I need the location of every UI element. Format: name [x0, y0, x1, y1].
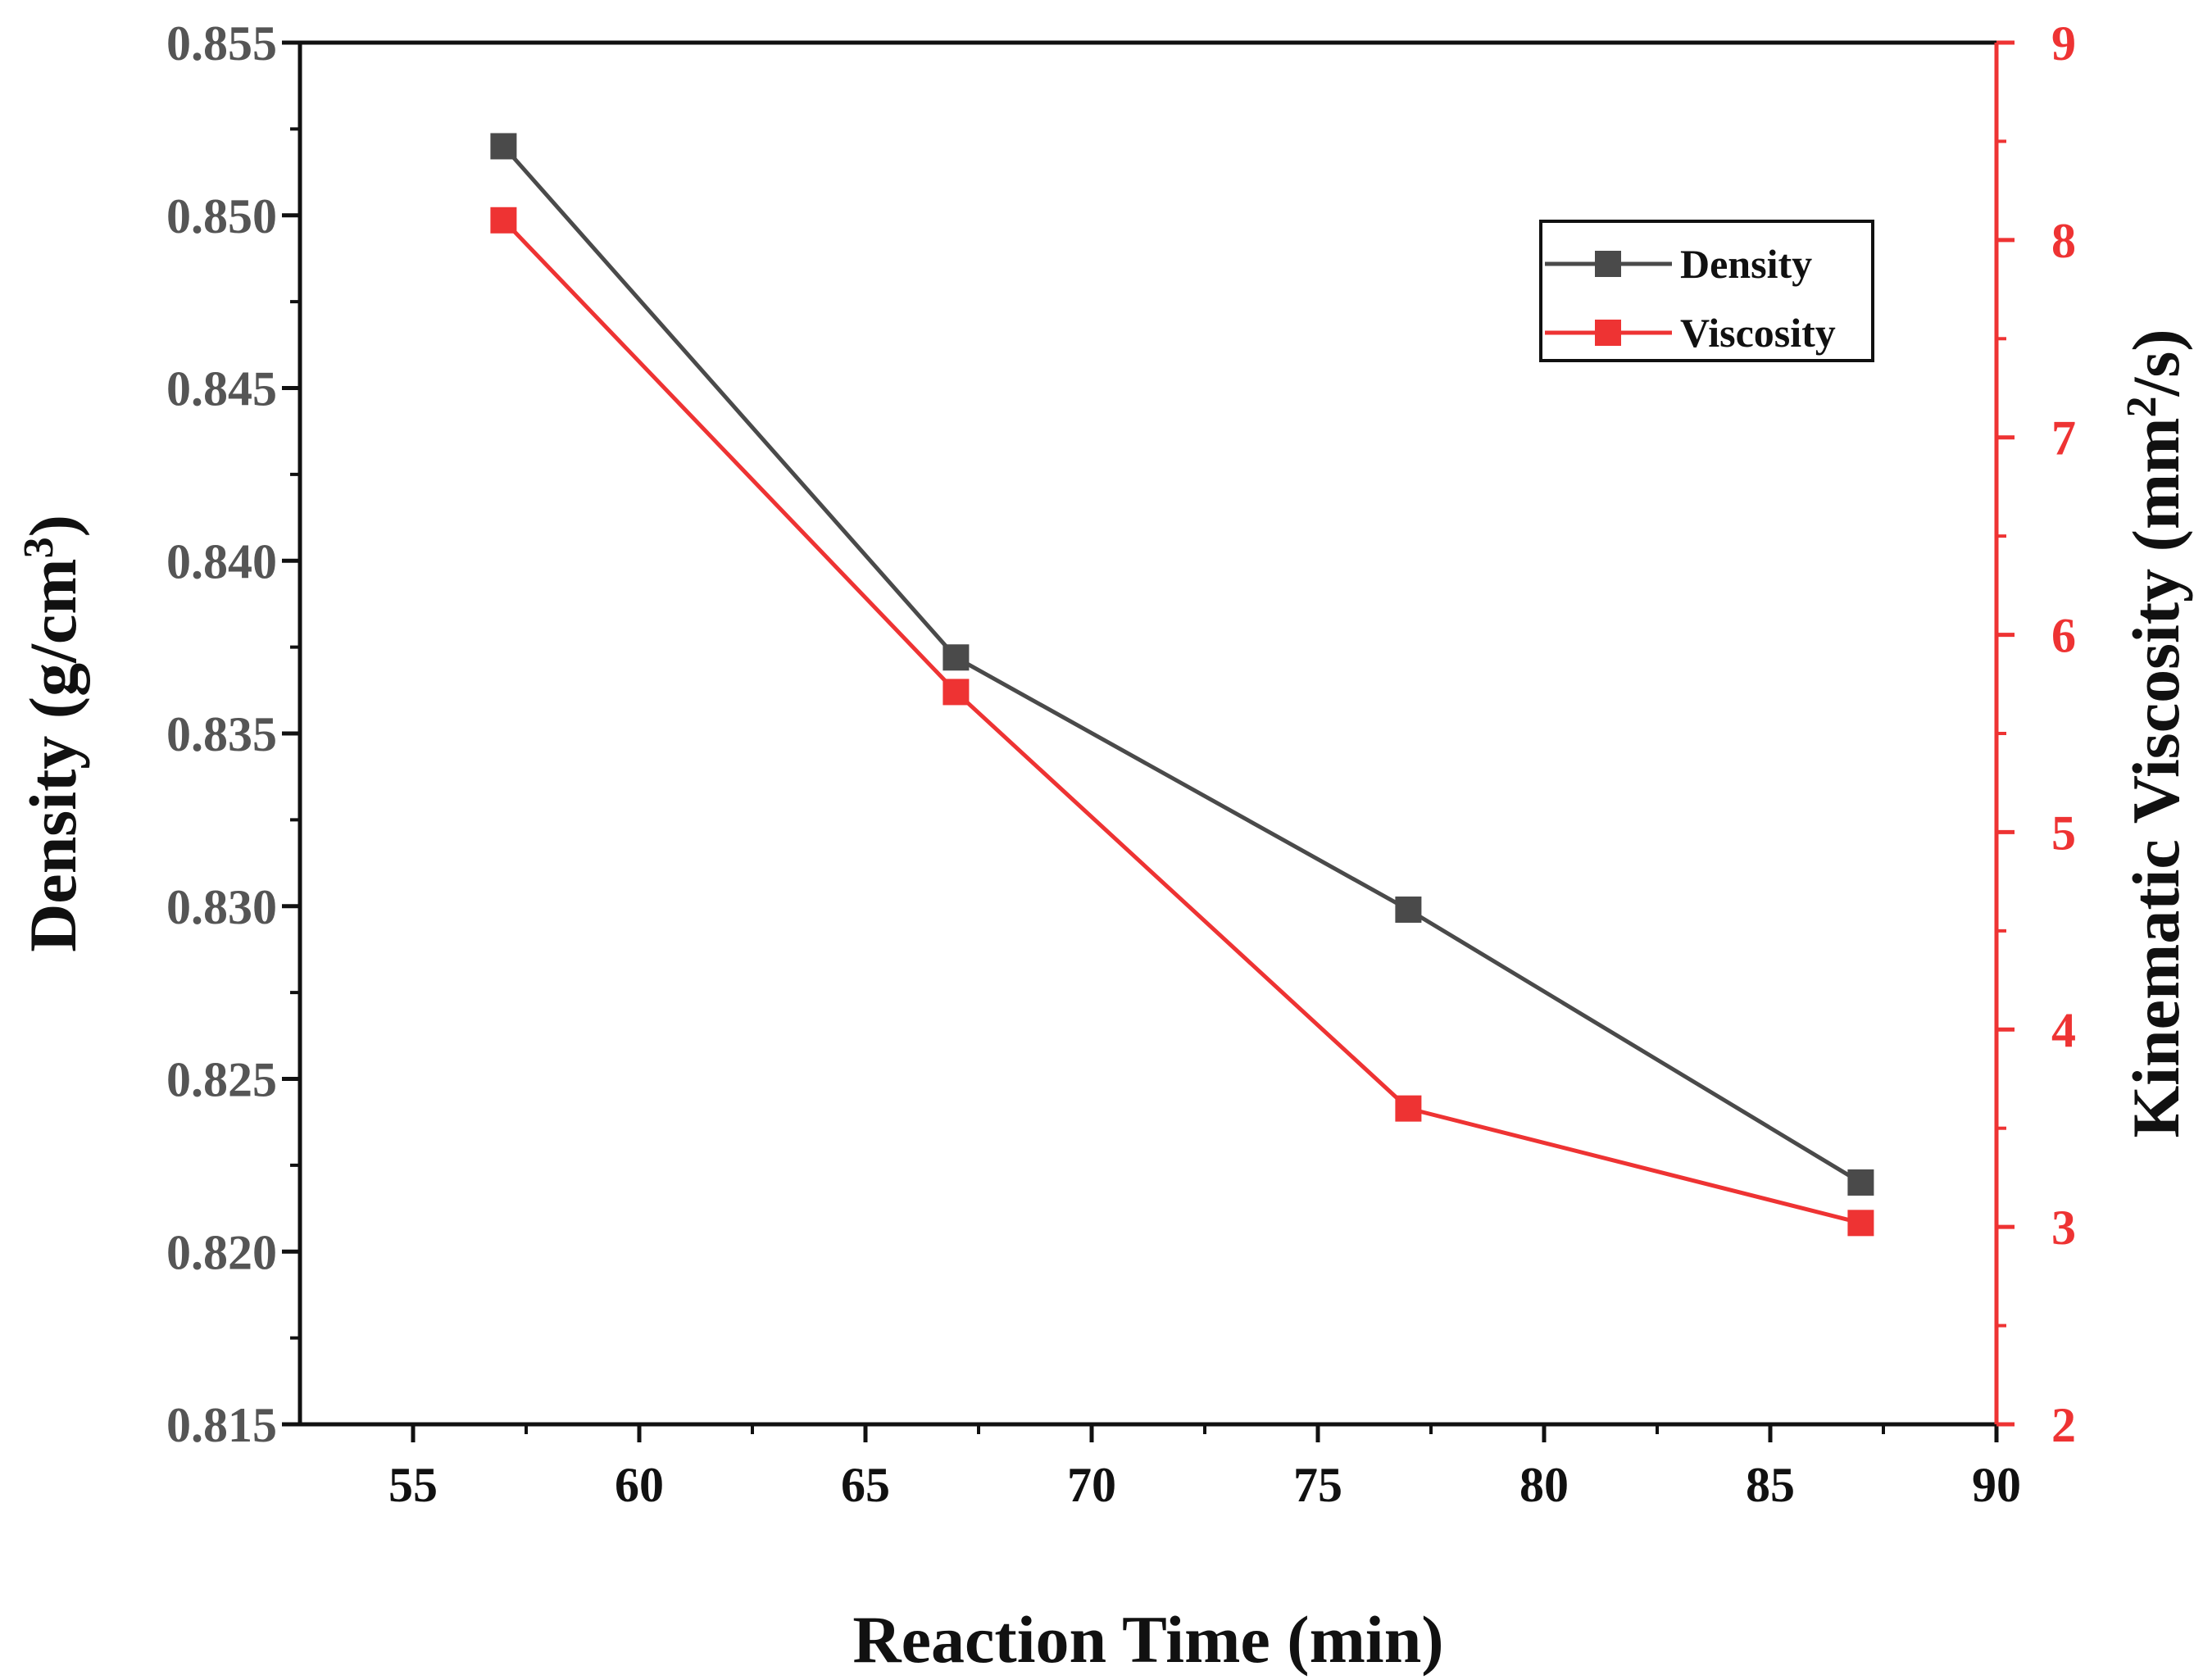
y-left-tick-label: 0.850: [166, 189, 277, 243]
y-right-tick-label: 7: [2051, 411, 2076, 465]
data-point-density: [490, 133, 517, 160]
series-line-density: [502, 144, 1862, 1185]
y-left-tick-label: 0.845: [166, 362, 277, 416]
legend-label-density: Density: [1680, 241, 1812, 287]
x-tick-label: 70: [1067, 1458, 1116, 1512]
y-left-tick-label: 0.840: [166, 534, 277, 588]
x-tick-label: 75: [1293, 1458, 1342, 1512]
y-left-axis-title-main: Density (g/cm: [16, 558, 90, 952]
y-right-tick-label: 6: [2051, 609, 2076, 663]
y-left-axis-title-end: ): [16, 515, 90, 537]
y-right-tick-label: 5: [2051, 806, 2076, 860]
y-right-axis-title-end: /s): [2119, 329, 2193, 397]
data-point-viscosity: [1395, 1095, 1422, 1122]
y-right-tick-label: 2: [2051, 1398, 2076, 1452]
data-point-viscosity: [1847, 1210, 1874, 1237]
y-left-tick-label: 0.815: [166, 1398, 277, 1452]
y-left-tick-label: 0.820: [166, 1225, 277, 1279]
data-point-density: [1847, 1169, 1874, 1196]
x-tick-label: 60: [615, 1458, 664, 1512]
y-right-tick-label: 9: [2051, 16, 2076, 70]
legend: Density Viscosity: [1539, 220, 1874, 362]
legend-box: [1539, 220, 1874, 362]
y-left-tick-label: 0.825: [166, 1053, 277, 1107]
y-right-axis-title-superscript: 2: [2119, 396, 2165, 417]
y-right-tick-label: 4: [2051, 1003, 2076, 1057]
data-point-density: [943, 644, 970, 671]
legend-marker-viscosity: [1595, 320, 1621, 346]
y-left-tick-label: 0.830: [166, 880, 277, 934]
y-right-tick-label: 8: [2051, 214, 2076, 268]
legend-label-viscosity: Viscosity: [1680, 310, 1836, 356]
data-point-viscosity: [943, 679, 970, 706]
data-point-viscosity: [490, 207, 517, 234]
x-tick-label: 85: [1746, 1458, 1795, 1512]
y-right-tick-label: 3: [2051, 1201, 2076, 1255]
x-tick-label: 55: [388, 1458, 438, 1512]
data-point-density: [1395, 896, 1422, 923]
y-left-axis-title-superscript: 3: [16, 537, 62, 558]
x-axis-title: Reaction Time (min): [852, 1602, 1443, 1677]
y-left-tick-label: 0.835: [166, 707, 277, 761]
y-left-tick-label: 0.855: [166, 16, 277, 70]
series-line-viscosity: [502, 219, 1862, 1225]
y-left-axis-title: Density (g/cm3): [16, 515, 91, 952]
axes: 55 60 65 70 75 80 85 900.8150.8200.8250.8300.83…: [16, 16, 2194, 1677]
x-tick-label: 90: [1972, 1458, 2021, 1512]
x-tick-label: 65: [841, 1458, 890, 1512]
legend-marker-density: [1595, 251, 1621, 277]
x-tick-label: 80: [1519, 1458, 1569, 1512]
series-layer: [490, 133, 1874, 1237]
y-right-axis-title-main: Kinematic Viscosity (mm: [2119, 417, 2193, 1137]
y-right-axis-title: Kinematic Viscosity (mm2/s): [2119, 329, 2194, 1137]
